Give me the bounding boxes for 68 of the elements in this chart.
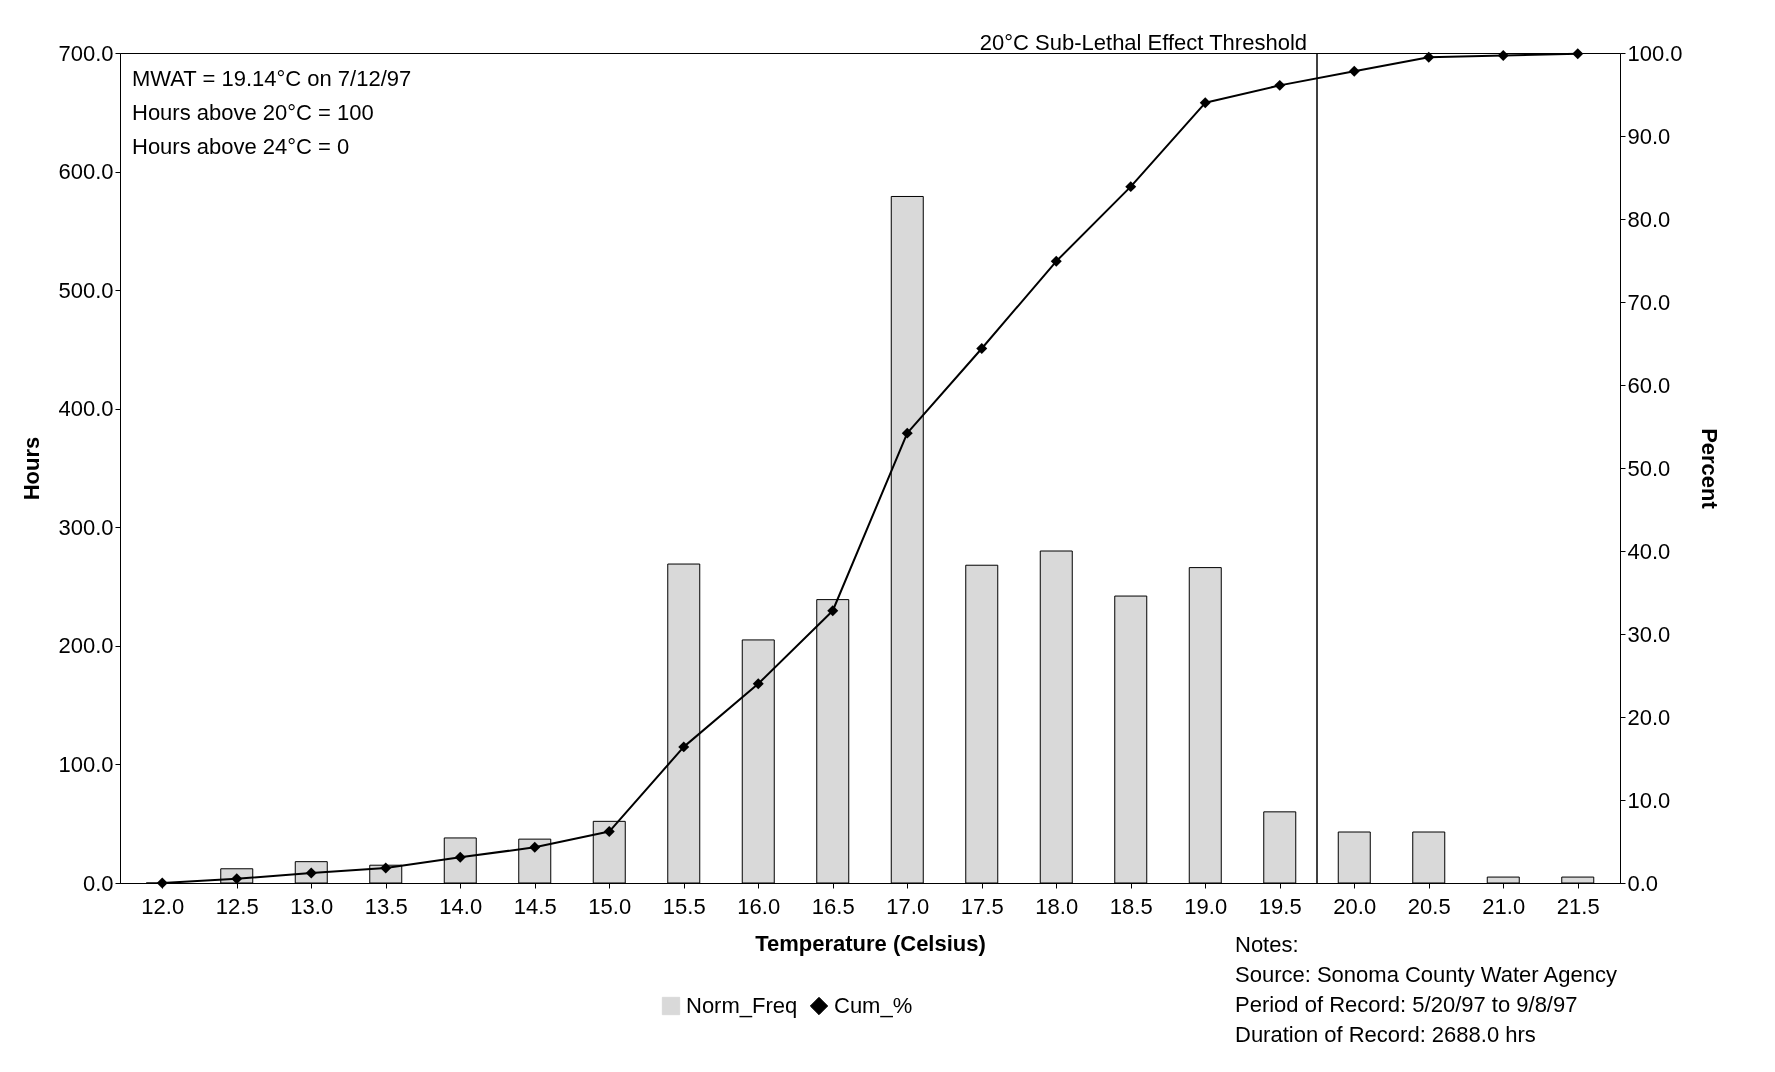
- y2-tick-label: 60.0: [1627, 372, 1671, 398]
- y-axis-title: Hours: [19, 436, 45, 501]
- y-tick-label: 0.0: [82, 870, 114, 896]
- x-axis-title: Temperature (Celsius): [755, 930, 986, 956]
- x-tick-label: 16.5: [811, 893, 855, 919]
- y2-tick-label: 0.0: [1627, 870, 1659, 896]
- point: [603, 826, 615, 838]
- y2-tick-label: 80.0: [1627, 206, 1671, 232]
- y-tick-label: 100.0: [58, 751, 114, 777]
- y2-tick-label: 10.0: [1627, 787, 1671, 813]
- x-tick-label: 14.0: [439, 893, 483, 919]
- point: [1199, 97, 1211, 109]
- x-tick-label: 12.0: [141, 893, 185, 919]
- y2-tick-label: 90.0: [1627, 123, 1671, 149]
- point: [156, 877, 168, 889]
- point: [976, 343, 988, 354]
- x-tick-label: 20.5: [1407, 893, 1451, 919]
- y2-tick-label: 50.0: [1627, 455, 1671, 481]
- x-tick-label: 17.5: [960, 893, 1004, 919]
- x-tick-label: 15.0: [588, 893, 632, 919]
- x-tick-label: 18.0: [1035, 893, 1079, 919]
- x-tick-label: 21.5: [1556, 893, 1600, 919]
- x-tick-label: 20.0: [1333, 893, 1377, 919]
- point: [1348, 65, 1360, 77]
- point: [1572, 48, 1584, 60]
- y2-tick-label: 40.0: [1627, 538, 1671, 564]
- y-tick-label: 300.0: [58, 514, 114, 540]
- ref-line-label: 20°C Sub-Lethal Effect Threshold: [979, 30, 1307, 55]
- point: [529, 841, 541, 853]
- y-tick-label: 400.0: [58, 396, 114, 422]
- point: [1423, 51, 1435, 63]
- text: Period of Record: 5/20/97 to 9/8/97: [1235, 992, 1578, 1017]
- point: [1497, 50, 1509, 61]
- text: Duration of Record: 2688.0 hrs: [1235, 1022, 1536, 1047]
- point: [1050, 255, 1062, 267]
- y-tick-label: 200.0: [58, 633, 114, 659]
- y2-axis-title: Percent: [1696, 428, 1722, 510]
- y-tick-label: 500.0: [58, 277, 114, 303]
- annotation: Hours above 20°C = 100: [132, 100, 374, 125]
- x-tick-label: 16.0: [737, 893, 781, 919]
- x-tick-label: 15.5: [662, 893, 706, 919]
- y-tick-label: 700.0: [58, 40, 114, 66]
- x-tick-label: 19.0: [1184, 893, 1228, 919]
- point: [678, 741, 690, 753]
- x-tick-label: 19.5: [1258, 893, 1302, 919]
- x-tick-label: 13.0: [290, 893, 334, 919]
- legend-label: Norm_Freq: [686, 993, 798, 1018]
- y-tick-label: 600.0: [58, 159, 114, 185]
- y2-tick-label: 20.0: [1627, 704, 1671, 730]
- source-note: Source: Sonoma County Water Agency: [1235, 962, 1617, 987]
- point: [827, 605, 839, 617]
- point: [1125, 181, 1137, 193]
- x-tick-label: 14.5: [513, 893, 557, 919]
- annotation: Hours above 24°C = 0: [132, 134, 350, 159]
- x-tick-label: 13.5: [364, 893, 408, 919]
- point: [901, 427, 913, 439]
- y2-tick-label: 30.0: [1627, 621, 1671, 647]
- y2-tick-label: 100.0: [1627, 40, 1683, 66]
- x-tick-label: 18.5: [1109, 893, 1153, 919]
- x-tick-label: 21.0: [1482, 893, 1526, 919]
- legend-label: Cum_%: [834, 993, 913, 1018]
- y2-tick-label: 70.0: [1627, 289, 1671, 315]
- point: [752, 678, 764, 690]
- point: [1274, 79, 1286, 91]
- x-tick-label: 17.0: [886, 893, 930, 919]
- x-tick-label: 12.5: [215, 893, 259, 919]
- annotation: MWAT = 19.14°C on 7/12/97: [132, 66, 412, 91]
- text: Notes:: [1235, 932, 1299, 957]
